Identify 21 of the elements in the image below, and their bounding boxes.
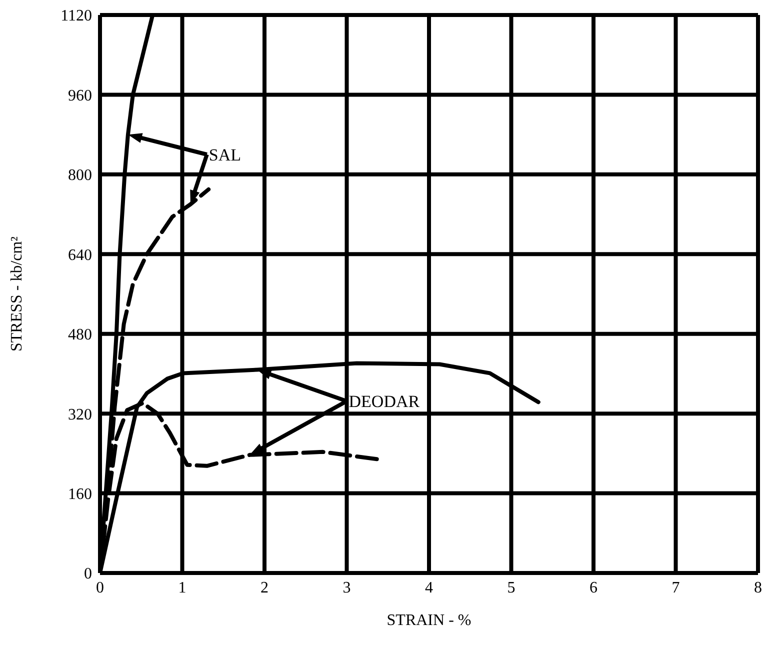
x-tick-label: 8 bbox=[754, 579, 762, 596]
x-tick-label: 2 bbox=[260, 579, 268, 596]
x-tick-label: 1 bbox=[178, 579, 186, 596]
y-axis-title: STRESS - kb/cm² bbox=[8, 236, 26, 352]
x-axis-title: STRAIN - % bbox=[386, 612, 472, 629]
y-tick-label: 800 bbox=[68, 167, 92, 184]
y-tick-label: 1120 bbox=[60, 8, 92, 25]
y-tick-label: 640 bbox=[68, 246, 92, 264]
x-tick-label: 0 bbox=[96, 579, 104, 596]
y-tick-label: 480 bbox=[68, 326, 92, 344]
y-tick-label: 960 bbox=[68, 87, 92, 104]
x-tick-label: 4 bbox=[425, 579, 433, 596]
x-tick-label: 5 bbox=[507, 579, 516, 596]
x-tick-label: 3 bbox=[342, 579, 351, 596]
y-tick-label: 160 bbox=[68, 486, 92, 503]
x-tick-label: 6 bbox=[590, 579, 598, 596]
y-tick-label: 0 bbox=[84, 566, 92, 583]
x-tick-label: 7 bbox=[672, 579, 680, 596]
annotation: DEODAR bbox=[348, 392, 420, 412]
annotation: SAL bbox=[208, 146, 242, 165]
y-tick-label: 320 bbox=[68, 406, 92, 424]
